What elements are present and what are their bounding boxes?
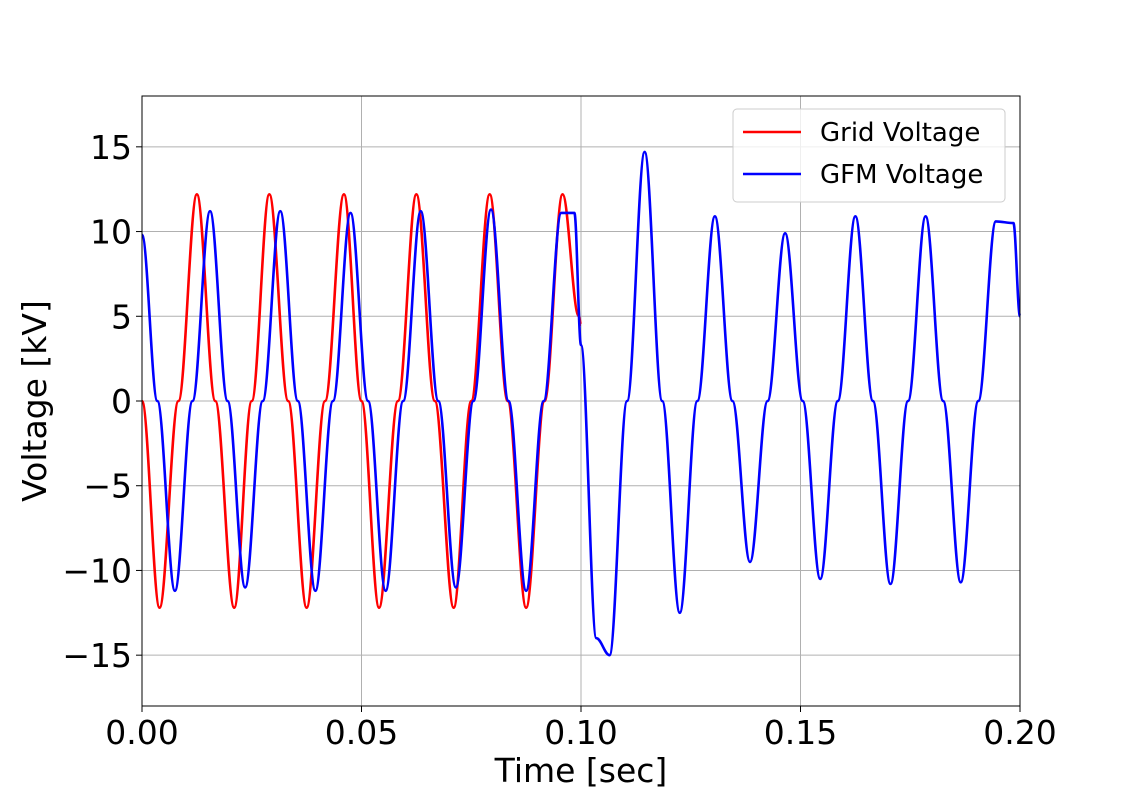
x-tick-label: 0.15 bbox=[764, 713, 837, 752]
y-tick-label: 15 bbox=[90, 128, 132, 167]
x-axis-label: Time [sec] bbox=[494, 751, 668, 790]
legend-label: GFM Voltage bbox=[820, 160, 983, 190]
x-tick-label: 0.00 bbox=[105, 713, 178, 752]
y-tick-label: 0 bbox=[111, 382, 132, 421]
y-tick-label: 10 bbox=[90, 213, 132, 252]
y-tick-label: −15 bbox=[62, 636, 132, 675]
y-tick-label: −10 bbox=[62, 551, 132, 590]
x-tick-label: 0.20 bbox=[983, 713, 1056, 752]
y-tick-label: −5 bbox=[83, 467, 132, 506]
y-axis-label: Voltage [kV] bbox=[15, 300, 54, 502]
series-lines bbox=[140, 150, 1022, 657]
y-tick-label: 5 bbox=[111, 297, 132, 336]
series-line-1 bbox=[140, 150, 1022, 657]
legend: Grid Voltage GFM Voltage bbox=[732, 108, 1006, 203]
x-tick-label: 0.05 bbox=[325, 713, 398, 752]
x-tick-label: 0.10 bbox=[544, 713, 617, 752]
legend-label: Grid Voltage bbox=[820, 118, 980, 148]
axis-ticks: 0.00 0.05 0.10 0.15 0.20 −15 −10 −5 0 5 10 15 bbox=[62, 128, 1056, 752]
